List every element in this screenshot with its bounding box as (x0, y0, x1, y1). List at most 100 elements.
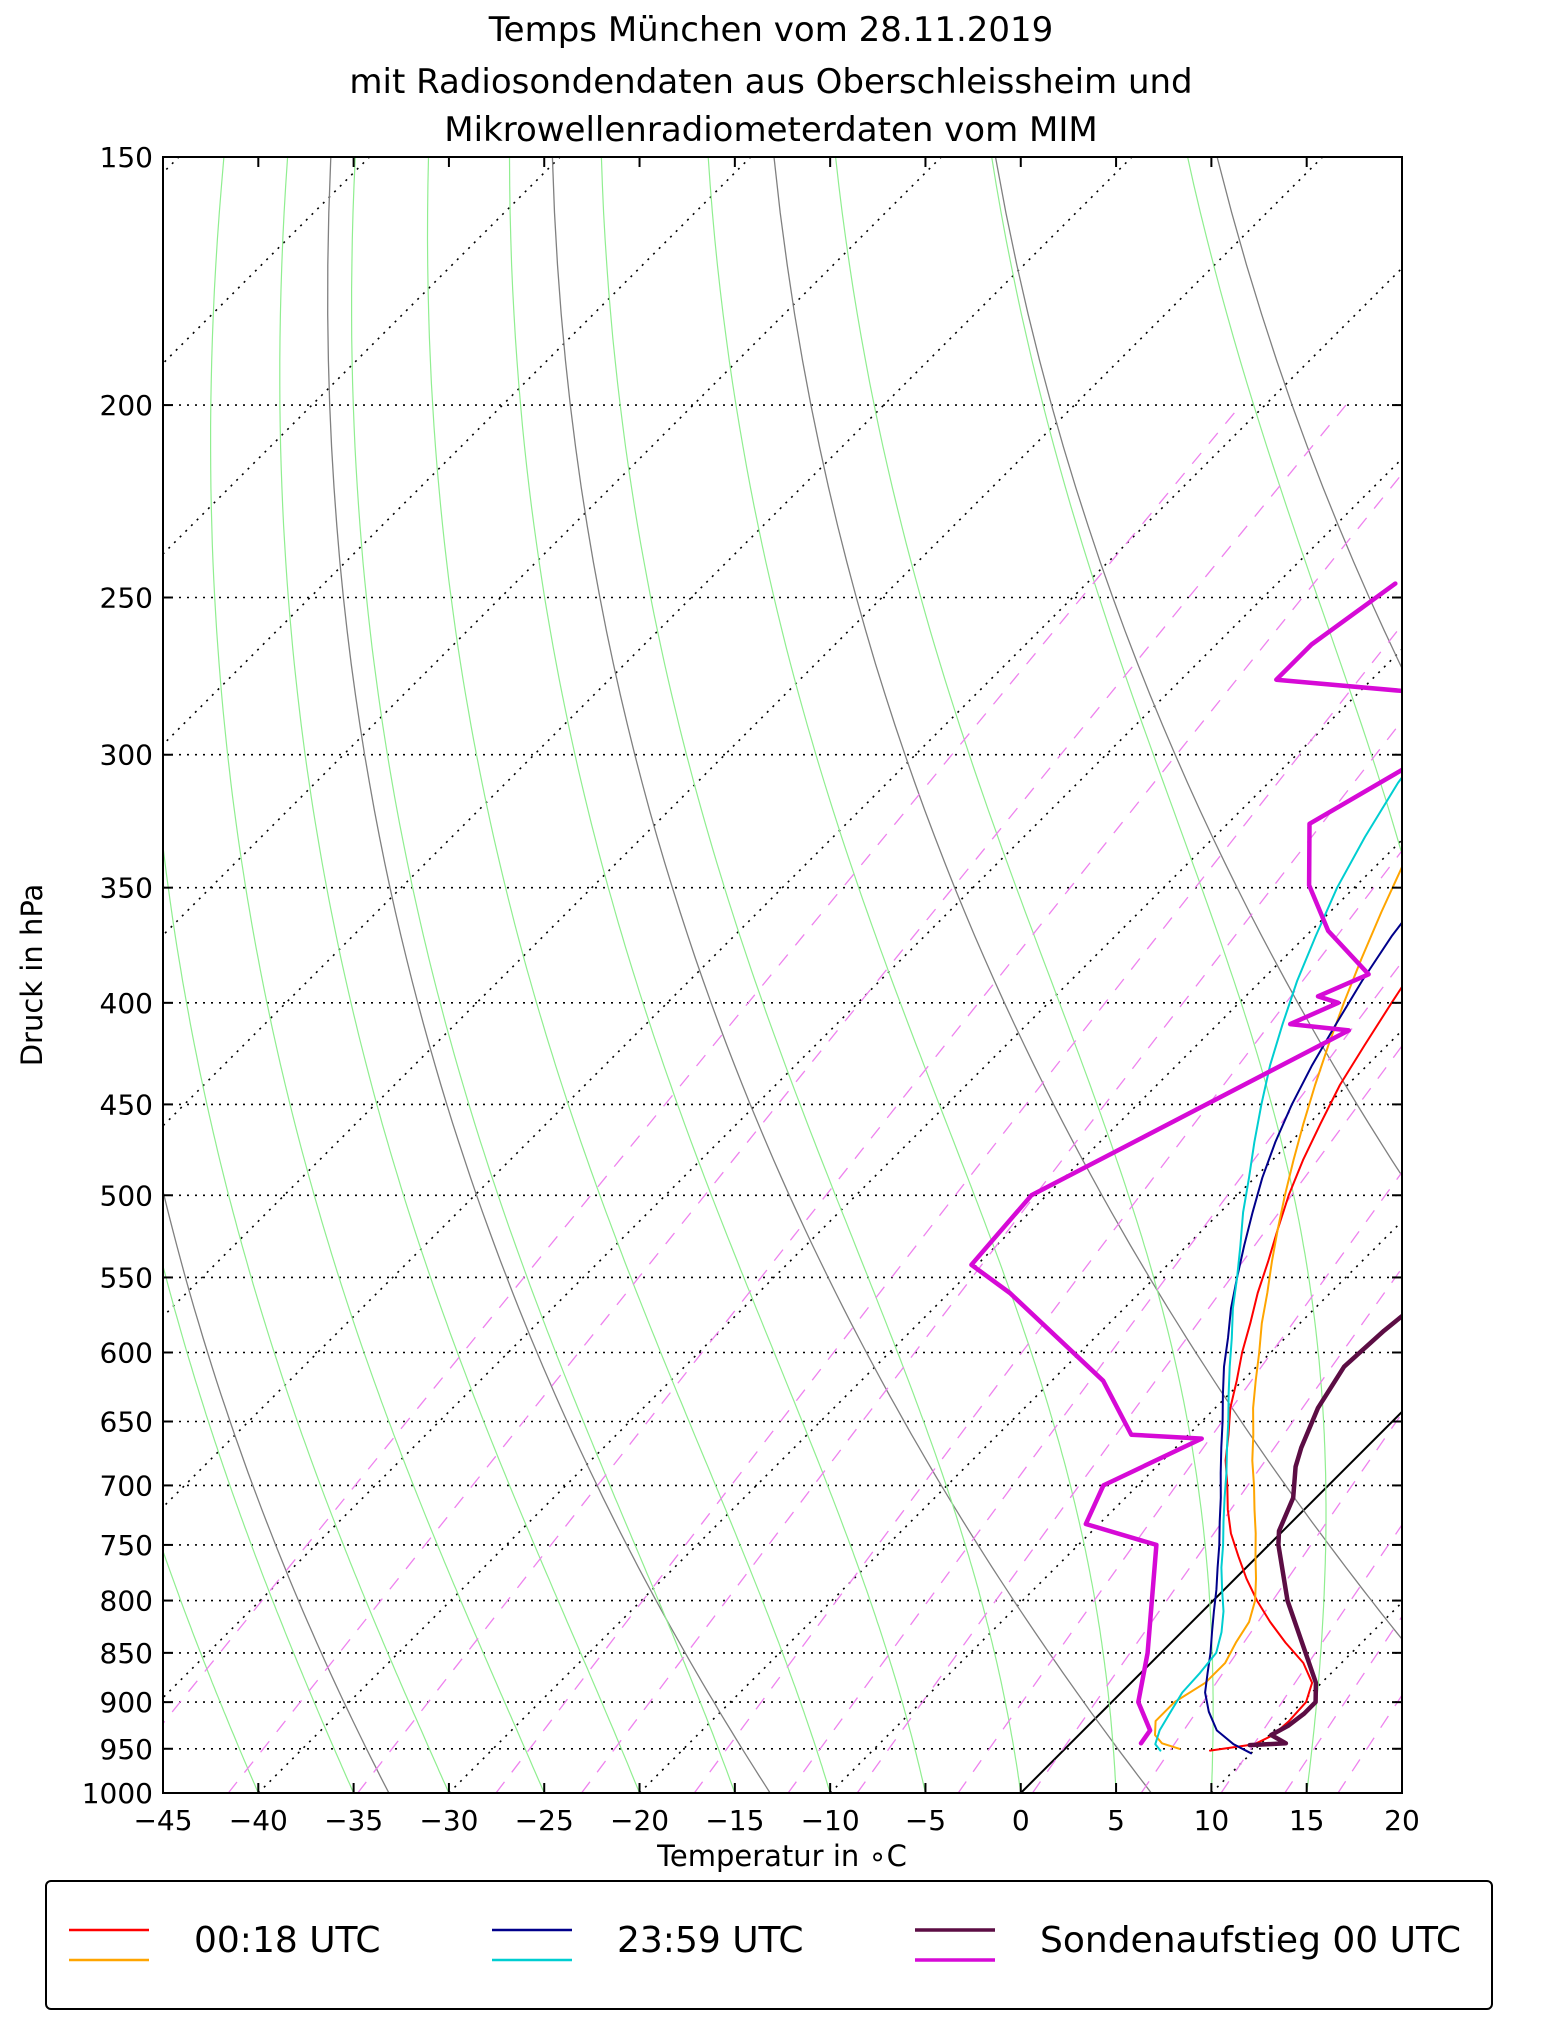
moist-adiabat (163, 157, 450, 1793)
x-tick-label: −5 (905, 1804, 946, 1837)
isotherm-line (163, 157, 561, 556)
legend-label-2359: 23:59 UTC (617, 1920, 804, 1961)
mixing-ratio-line (1337, 1694, 1402, 1793)
y-axis-ticks: 1000 950 900 850 800 750 700 650 600 550 500 450 400… (82, 141, 1402, 1810)
dry-adiabat (773, 157, 1402, 1641)
legend-swatch-0018 (69, 1928, 149, 1962)
legend-swatch-sonde (915, 1928, 995, 1962)
isotherm-line (257, 648, 1402, 1793)
mixing-ratio-line (787, 960, 1402, 1793)
mixing-ratio-line (357, 472, 1402, 1793)
isotherm-line (163, 157, 1133, 1127)
x-tick-label: −45 (133, 1804, 192, 1837)
data-series (969, 581, 1402, 1755)
isotherm-line (638, 1029, 1402, 1793)
y-tick-label: 900 (100, 1686, 153, 1719)
y-tick-label: 400 (100, 987, 153, 1020)
mixing-ratio-line (1492, 405, 1542, 1793)
mixing-ratio-line (163, 404, 1242, 1725)
mixing-ratio-line (856, 1044, 1402, 1793)
y-tick-label: 650 (100, 1406, 153, 1439)
dry-adiabat (1439, 157, 1542, 1793)
moist-adiabat (600, 157, 1022, 1793)
mixing-ratio-line (693, 849, 1402, 1793)
series-line-sonde-dew (969, 581, 1402, 1746)
chart-title-line-2: mit Radiosondendaten aus Oberschleisshei… (349, 62, 1193, 102)
dry-adiabat (0, 157, 8, 1793)
y-tick-label: 550 (100, 1261, 153, 1294)
moist-adiabat (163, 1549, 259, 1793)
chart-title-line-3: Mikrowellenradiometerdaten vom MIM (444, 110, 1098, 150)
isotherm-zero (1020, 1410, 1402, 1793)
x-tick-label: −15 (705, 1804, 764, 1837)
legend: 00:18 UTC 23:59 UTC Sondenaufstieg 00 UT… (45, 1880, 1493, 2010)
mixing-ratio-line (1140, 1412, 1402, 1793)
isotherm-line (448, 838, 1402, 1793)
y-tick-label: 600 (100, 1336, 153, 1369)
mixing-ratio-line (227, 404, 1347, 1793)
x-tick-label: 10 (1194, 1804, 1230, 1837)
dry-adiabat (163, 1188, 390, 1793)
legend-label-0018: 00:18 UTC (194, 1920, 381, 1961)
y-tick-label: 450 (100, 1088, 153, 1121)
mixing-ratio-line (580, 719, 1402, 1793)
isotherm-line (163, 157, 942, 937)
moist-adiabat (426, 157, 831, 1793)
x-axis-label: Temperatur in ∘C (656, 1839, 907, 1873)
x-tick-label: −35 (324, 1804, 383, 1837)
series-line-mwr-2359-dew (1154, 775, 1402, 1752)
moist-adiabat (1439, 157, 1542, 1793)
series-line-mwr-0018-dew (1154, 864, 1402, 1750)
x-tick-label: 15 (1289, 1804, 1325, 1837)
y-tick-label: 150 (100, 141, 153, 174)
legend-label-sonde: Sondenaufstieg 00 UTC (1040, 1920, 1461, 1961)
y-tick-label: 800 (100, 1585, 153, 1618)
background-lines (0, 157, 1542, 1793)
isotherm-line (1210, 1601, 1402, 1793)
plot-frame (162, 156, 1403, 1794)
x-tick-label: 0 (1012, 1804, 1030, 1837)
moist-adiabat (835, 157, 1214, 1793)
dry-adiabat (551, 157, 1152, 1793)
x-tick-label: −30 (419, 1804, 478, 1837)
moist-adiabat (279, 157, 641, 1793)
x-axis-ticks: −45 −40 −35 −30 −25 −20 −15 −10 −5 0 5 10 15 20 (133, 157, 1420, 1837)
dry-adiabat (994, 157, 1402, 1177)
isotherm-line (829, 1220, 1402, 1793)
series-line-mwr-0018-temp (1209, 985, 1402, 1752)
dry-adiabat (327, 157, 771, 1793)
y-tick-label: 350 (100, 872, 153, 905)
mixing-ratio-line (495, 623, 1402, 1793)
moist-adiabat (707, 157, 1117, 1793)
isotherm-line (163, 266, 1402, 1509)
y-axis-label: Druck in hPa (15, 884, 49, 1067)
isotherm-line (163, 157, 370, 365)
x-tick-label: −40 (229, 1804, 288, 1837)
y-tick-label: 850 (100, 1637, 153, 1670)
moist-adiabat (991, 157, 1327, 1793)
series-line-sonde-temp (1247, 1313, 1402, 1748)
y-tick-label: 250 (100, 582, 153, 615)
skewt-chart: −45 −40 −35 −30 −25 −20 −15 −10 −5 0 5 10 15 20 1000 9… (0, 141, 1542, 1873)
x-tick-label: −20 (610, 1804, 669, 1837)
moist-adiabat (210, 157, 545, 1793)
y-tick-label: 750 (100, 1529, 153, 1562)
moist-adiabat (351, 157, 736, 1793)
isotherm-line (163, 457, 1402, 1699)
isotherm-line (163, 157, 752, 746)
moist-adiabat (508, 157, 927, 1793)
mixing-ratio-line (1220, 1523, 1402, 1793)
x-tick-label: 20 (1384, 1804, 1420, 1837)
y-tick-label: 300 (100, 739, 153, 772)
x-tick-label: −10 (801, 1804, 860, 1837)
y-tick-label: 950 (100, 1733, 153, 1766)
legend-swatch-2359 (492, 1928, 572, 1962)
isotherm-line (163, 157, 1324, 1318)
moist-adiabat (163, 1263, 355, 1793)
y-tick-label: 1000 (82, 1777, 153, 1810)
x-tick-label: −25 (515, 1804, 574, 1837)
isotherm-line (1401, 1791, 1402, 1793)
moist-adiabat (1187, 157, 1402, 1793)
mixing-ratio-line (1424, 405, 1542, 1793)
y-tick-label: 500 (100, 1179, 153, 1212)
